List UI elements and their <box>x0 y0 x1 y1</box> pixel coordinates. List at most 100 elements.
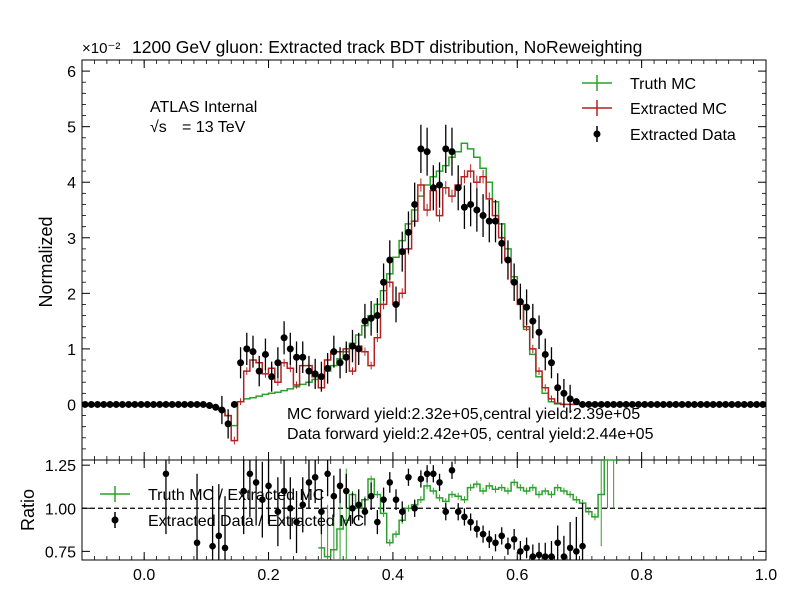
data-point <box>125 400 133 408</box>
data-point <box>187 400 195 408</box>
data-point <box>156 400 164 408</box>
y-tick-label: 1 <box>67 342 76 359</box>
data-point <box>94 400 102 408</box>
x-tick-label: 0.0 <box>133 567 155 584</box>
data-point <box>759 400 767 408</box>
data-point <box>342 353 350 361</box>
data-ratio-point <box>479 530 487 538</box>
data-point <box>268 373 276 381</box>
data-point <box>193 400 201 408</box>
data-ratio-point <box>349 504 356 512</box>
x-tick-label: 1.0 <box>755 567 777 584</box>
data-ratio-point <box>417 475 425 483</box>
data-point <box>348 342 356 350</box>
data-point <box>454 184 462 192</box>
data-point <box>734 400 742 408</box>
data-ratio-point <box>380 496 387 503</box>
data-ratio-point <box>541 553 549 560</box>
data-ratio-point <box>398 508 406 516</box>
data-point <box>230 400 238 408</box>
data-point <box>554 384 562 392</box>
data-ratio-point <box>280 487 288 495</box>
data-ratio-point <box>299 501 307 509</box>
main-plot-area <box>81 124 767 445</box>
data-point <box>635 400 643 408</box>
legend-data-label: Extracted Data <box>630 127 736 144</box>
data-ratio-point <box>240 487 247 495</box>
ratio-legend-data-marker <box>111 516 119 524</box>
ratio-axis-label: Ratio <box>18 489 38 531</box>
data-ratio-point <box>510 536 518 543</box>
data-point <box>168 400 176 408</box>
data-point <box>492 217 500 225</box>
data-ratio-point <box>252 479 260 486</box>
data-point <box>672 400 680 408</box>
data-ratio-point <box>535 551 543 559</box>
data-ratio-point <box>405 473 412 481</box>
legend-extracted-label: Extracted MC <box>630 101 727 118</box>
data-point <box>498 239 506 247</box>
ratio-tick-label: 0.75 <box>45 544 76 561</box>
data-point <box>467 200 475 208</box>
data-ratio-point <box>498 532 506 540</box>
x-tick-label: 0.4 <box>382 567 404 584</box>
data-ratio-point <box>560 553 568 560</box>
data-ratio-point <box>579 542 586 550</box>
data-ratio-point <box>209 542 216 550</box>
data-point <box>299 353 307 361</box>
data-point <box>181 400 189 408</box>
data-point <box>274 359 282 367</box>
data-ratio-point <box>193 539 201 547</box>
data-point <box>666 400 674 408</box>
data-ratio-point <box>573 548 580 555</box>
data-ratio-point <box>430 470 437 478</box>
data-ratio-point <box>548 553 555 560</box>
data-point <box>653 400 661 408</box>
ratio-tick-label: 1.00 <box>45 501 76 518</box>
data-point <box>641 400 649 408</box>
data-point <box>330 348 338 356</box>
data-point <box>485 217 493 225</box>
data-ratio-point <box>311 473 319 481</box>
data-point <box>436 181 444 189</box>
data-point <box>460 203 468 211</box>
data-point <box>728 400 736 408</box>
data-ratio-point <box>566 544 574 552</box>
data-point <box>137 400 145 408</box>
data-ratio-point <box>423 470 431 478</box>
data-point <box>516 298 524 306</box>
data-point <box>118 400 126 408</box>
data-point <box>659 400 667 408</box>
data-ratio-point <box>287 504 294 512</box>
data-ratio-point <box>467 518 474 526</box>
data-ratio-point <box>523 544 530 552</box>
data-point <box>616 400 624 408</box>
data-ratio-point <box>392 496 400 503</box>
data-ratio-point <box>448 467 456 474</box>
data-point <box>106 400 114 408</box>
data-point <box>293 353 301 361</box>
data-point <box>740 400 748 408</box>
data-ratio-point <box>436 479 443 486</box>
data-point <box>261 350 269 358</box>
data-ratio-point <box>504 542 512 550</box>
data-ratio-point <box>386 479 394 486</box>
data-ratio-point <box>265 482 272 490</box>
data-point <box>585 400 593 408</box>
extracted-mc-series <box>82 170 766 442</box>
data-point <box>622 400 630 408</box>
data-point <box>697 400 705 408</box>
data-point <box>610 400 618 408</box>
data-ratio-point <box>367 492 375 500</box>
data-ratio-point <box>162 470 170 478</box>
y-tick-label: 5 <box>67 120 76 137</box>
chart-title: 1200 GeV gluon: Extracted track BDT dist… <box>132 37 642 57</box>
data-ratio-point <box>485 536 493 543</box>
data-point <box>709 400 717 408</box>
data-ratio-point <box>215 532 223 540</box>
data-point <box>398 248 406 256</box>
energy-label: = 13 TeV <box>182 119 246 136</box>
data-point <box>87 400 95 408</box>
data-point <box>317 373 325 381</box>
